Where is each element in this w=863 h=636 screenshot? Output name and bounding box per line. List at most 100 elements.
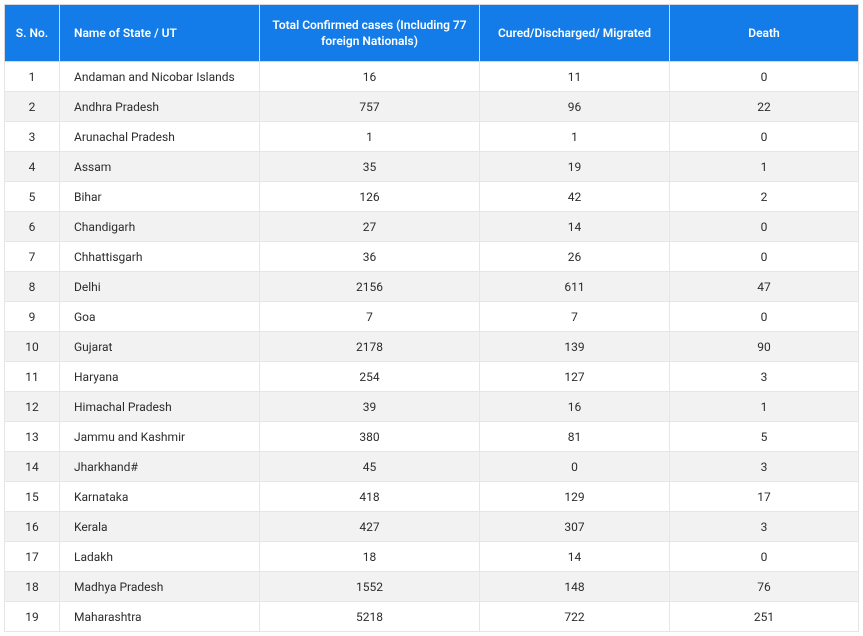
cell-cured: 16 [480,392,670,422]
cell-sno: 17 [5,542,60,572]
header-confirmed: Total Confirmed cases (Including 77 fore… [260,5,480,62]
table-row: 12Himachal Pradesh39161 [5,392,859,422]
header-death: Death [670,5,859,62]
cell-sno: 16 [5,512,60,542]
table-row: 13Jammu and Kashmir380815 [5,422,859,452]
cell-death: 3 [670,362,859,392]
cell-name: Andhra Pradesh [60,92,260,122]
cell-cured: 139 [480,332,670,362]
cell-death: 0 [670,122,859,152]
table-row: 18Madhya Pradesh155214876 [5,572,859,602]
cell-sno: 8 [5,272,60,302]
cell-sno: 12 [5,392,60,422]
cell-cured: 0 [480,452,670,482]
table-row: 10Gujarat217813990 [5,332,859,362]
cell-name: Karnataka [60,482,260,512]
cell-death: 76 [670,572,859,602]
cell-death: 5 [670,422,859,452]
cell-cured: 722 [480,602,670,632]
cell-death: 1 [670,152,859,182]
cell-confirmed: 16 [260,62,480,92]
table-row: 16Kerala4273073 [5,512,859,542]
cell-death: 2 [670,182,859,212]
cell-sno: 19 [5,602,60,632]
cell-cured: 127 [480,362,670,392]
covid-states-table: S. No. Name of State / UT Total Confirme… [4,4,859,632]
cell-confirmed: 39 [260,392,480,422]
cell-death: 0 [670,542,859,572]
cell-confirmed: 757 [260,92,480,122]
cell-cured: 7 [480,302,670,332]
cell-cured: 42 [480,182,670,212]
cell-death: 0 [670,62,859,92]
cell-confirmed: 126 [260,182,480,212]
cell-name: Arunachal Pradesh [60,122,260,152]
cell-cured: 96 [480,92,670,122]
cell-confirmed: 1552 [260,572,480,602]
cell-death: 0 [670,212,859,242]
cell-confirmed: 2156 [260,272,480,302]
cell-name: Maharashtra [60,602,260,632]
table-body: 1Andaman and Nicobar Islands161102Andhra… [5,62,859,632]
cell-confirmed: 27 [260,212,480,242]
cell-cured: 19 [480,152,670,182]
cell-name: Bihar [60,182,260,212]
cell-sno: 3 [5,122,60,152]
table-row: 6Chandigarh27140 [5,212,859,242]
table-row: 11Haryana2541273 [5,362,859,392]
cell-confirmed: 2178 [260,332,480,362]
table-row: 7Chhattisgarh36260 [5,242,859,272]
cell-death: 3 [670,452,859,482]
cell-confirmed: 7 [260,302,480,332]
table-row: 3Arunachal Pradesh110 [5,122,859,152]
cell-name: Andaman and Nicobar Islands [60,62,260,92]
table-row: 5Bihar126422 [5,182,859,212]
cell-sno: 6 [5,212,60,242]
header-cured: Cured/Discharged/ Migrated [480,5,670,62]
cell-cured: 611 [480,272,670,302]
cell-name: Jharkhand# [60,452,260,482]
cell-cured: 307 [480,512,670,542]
table-row: 14Jharkhand#4503 [5,452,859,482]
cell-cured: 148 [480,572,670,602]
cell-name: Jammu and Kashmir [60,422,260,452]
cell-confirmed: 254 [260,362,480,392]
table-row: 15Karnataka41812917 [5,482,859,512]
cell-death: 90 [670,332,859,362]
cell-sno: 11 [5,362,60,392]
cell-sno: 18 [5,572,60,602]
cell-death: 22 [670,92,859,122]
cell-sno: 15 [5,482,60,512]
cell-name: Madhya Pradesh [60,572,260,602]
cell-death: 3 [670,512,859,542]
cell-name: Goa [60,302,260,332]
cell-sno: 14 [5,452,60,482]
cell-name: Gujarat [60,332,260,362]
cell-cured: 1 [480,122,670,152]
cell-sno: 13 [5,422,60,452]
cell-confirmed: 427 [260,512,480,542]
cell-name: Chandigarh [60,212,260,242]
cell-death: 1 [670,392,859,422]
table-row: 4Assam35191 [5,152,859,182]
cell-name: Ladakh [60,542,260,572]
cell-confirmed: 35 [260,152,480,182]
table-row: 9Goa770 [5,302,859,332]
table-row: 2Andhra Pradesh7579622 [5,92,859,122]
cell-sno: 4 [5,152,60,182]
cell-sno: 7 [5,242,60,272]
cell-cured: 26 [480,242,670,272]
cell-confirmed: 18 [260,542,480,572]
cell-cured: 81 [480,422,670,452]
table-row: 8Delhi215661147 [5,272,859,302]
cell-name: Himachal Pradesh [60,392,260,422]
table-row: 19Maharashtra5218722251 [5,602,859,632]
cell-name: Kerala [60,512,260,542]
cell-cured: 14 [480,542,670,572]
cell-sno: 2 [5,92,60,122]
cell-death: 17 [670,482,859,512]
cell-confirmed: 418 [260,482,480,512]
table-row: 17Ladakh18140 [5,542,859,572]
header-sno: S. No. [5,5,60,62]
cell-death: 47 [670,272,859,302]
